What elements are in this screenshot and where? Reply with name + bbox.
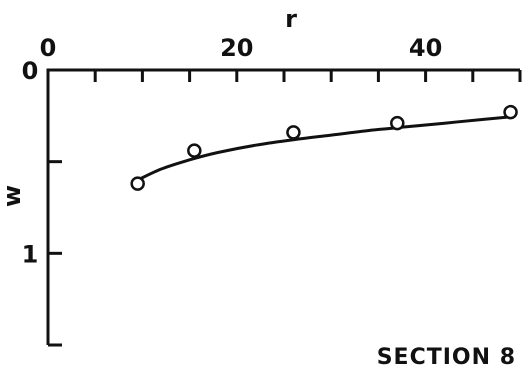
x-tick-label: 40: [409, 34, 442, 62]
y-tick-label: 1: [22, 240, 39, 268]
plot-frame: [46, 68, 520, 345]
x-ticks: [93, 70, 522, 82]
fitted-curve-line: [137, 115, 511, 182]
y-tick-labels: 01: [22, 57, 39, 268]
y-tick-label: 0: [22, 57, 39, 85]
data-point: [503, 104, 518, 120]
x-tick-label: 0: [40, 34, 57, 62]
data-point: [286, 125, 301, 140]
section-annotation: SECTION 8: [377, 345, 516, 370]
y-ticks: [48, 160, 62, 347]
x-tick-labels: 0 20 40: [40, 34, 443, 62]
data-point: [390, 115, 405, 131]
x-axis-title: r: [285, 5, 297, 33]
data-points: [130, 104, 518, 191]
y-axis-title: w: [0, 185, 26, 207]
data-point: [130, 176, 145, 191]
data-point: [187, 143, 202, 158]
x-tick-label: 20: [220, 34, 253, 62]
